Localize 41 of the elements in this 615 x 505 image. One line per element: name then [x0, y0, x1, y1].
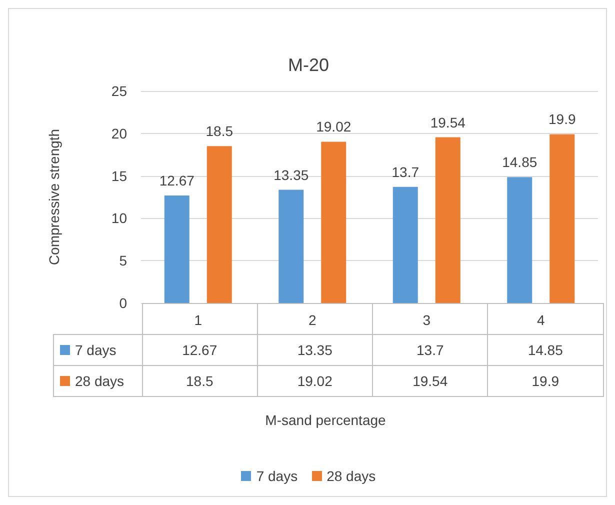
bar: [206, 146, 232, 303]
y-axis-title: Compressive strength: [46, 128, 62, 266]
data-label: 18.5: [142, 366, 258, 396]
bar: [321, 142, 346, 303]
data-label: 19.02: [257, 366, 372, 396]
x-tick-label: 4: [536, 312, 545, 328]
data-label: 14.85: [488, 334, 603, 366]
annotation: 19.54: [430, 114, 466, 130]
y-tick-label: 5: [119, 252, 128, 269]
chart-title: M-20: [288, 55, 330, 75]
bar: [164, 196, 190, 303]
bar: [550, 134, 575, 303]
y-tick-label: 15: [111, 168, 128, 184]
annotation: 18.5: [206, 123, 234, 140]
y-tick-label: 10: [111, 210, 128, 226]
legend-label: 7 days: [54, 334, 142, 366]
data-label: 19.9: [488, 366, 603, 396]
text: M-sand percentage: [264, 412, 387, 428]
y-tick-label: 25: [111, 83, 128, 99]
data-label: 13.7: [372, 334, 488, 366]
annotation: 14.85: [502, 154, 538, 170]
x-tick-label: 3: [422, 312, 431, 328]
y-tick-label: 0: [119, 295, 128, 311]
text: 28 days: [326, 468, 376, 484]
bar: [507, 177, 532, 303]
annotation: 19.9: [548, 111, 576, 128]
annotation: 13.7: [392, 164, 420, 180]
y-tick-label: 20: [111, 125, 128, 142]
bar: [435, 137, 460, 303]
bar: [392, 186, 418, 303]
annotation: 19.02: [316, 118, 352, 135]
data-label: 13.35: [257, 334, 372, 366]
x-tick-label: 2: [308, 312, 316, 328]
x-tick-label: 1: [194, 312, 202, 328]
data-label: 19.54: [372, 366, 488, 396]
text: 7 days: [256, 468, 298, 484]
legend-label: 28 days: [54, 366, 142, 396]
bar: [278, 190, 304, 303]
annotation: 12.67: [159, 172, 195, 189]
annotation: 13.35: [274, 166, 309, 183]
data-label: 12.67: [142, 334, 258, 366]
